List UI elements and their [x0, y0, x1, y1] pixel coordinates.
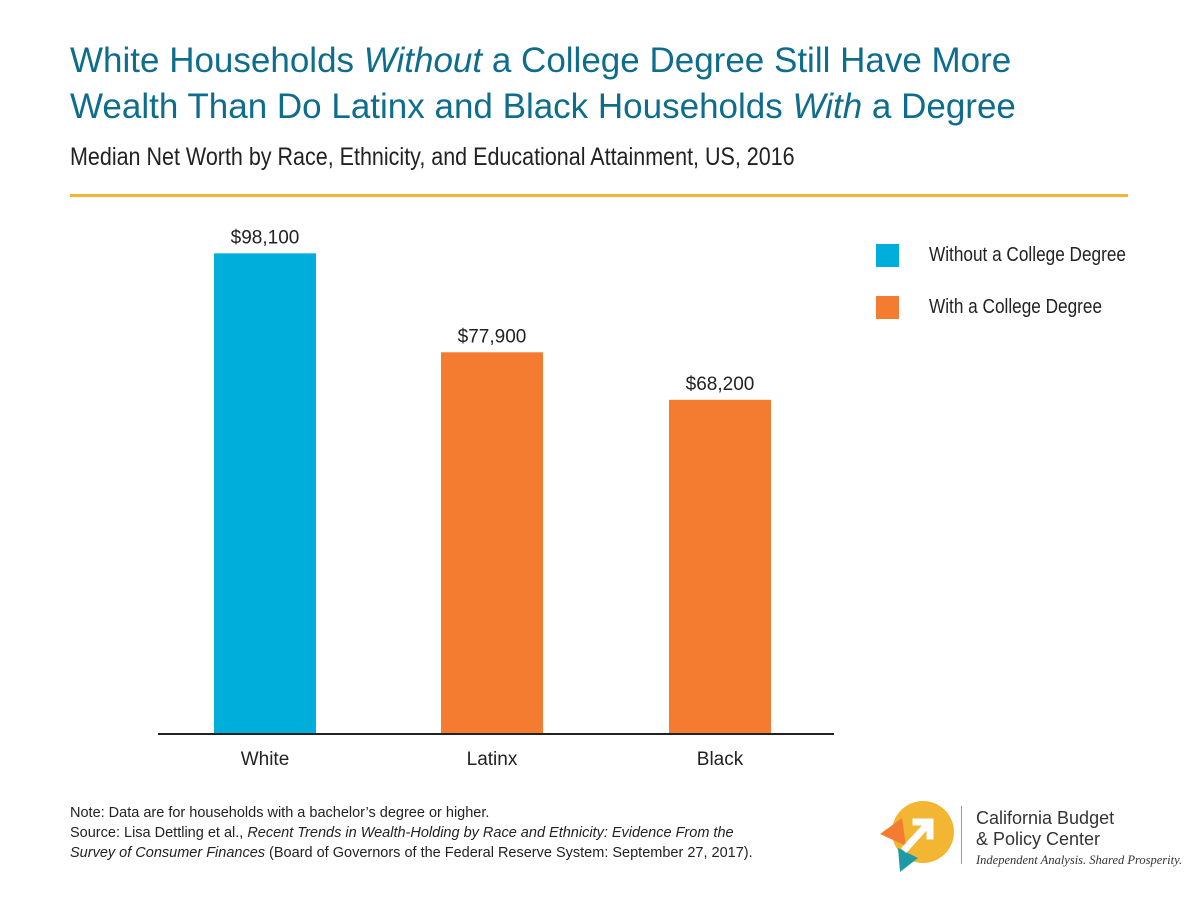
source-suffix: (Board of Governors of the Federal Reser…: [265, 845, 753, 861]
bar-black: [669, 399, 771, 734]
legend: Without a College Degree With a College …: [876, 240, 1158, 344]
note-line: Note: Data are for households with a bac…: [70, 805, 490, 821]
org-tagline: Independent Analysis. Shared Prosperity.: [976, 853, 1183, 867]
data-label-black: $68,200: [686, 374, 755, 395]
chart-subtitle: Median Net Worth by Race, Ethnicity, and…: [70, 143, 795, 171]
title-divider: [70, 194, 1128, 197]
legend-label-with: With a College Degree: [929, 295, 1103, 318]
bar-white: [214, 253, 316, 734]
x-tick-label-white: White: [241, 749, 290, 770]
title-part: a College Degree Still Have More: [482, 41, 1012, 80]
title-part: White Households: [70, 41, 364, 80]
organization-logo: California Budget & Policy Center Indepe…: [976, 808, 1182, 868]
cbpc-logo-icon: [880, 801, 954, 872]
logo-divider: [961, 806, 962, 864]
x-tick-label-latinx: Latinx: [467, 749, 518, 770]
source-title-cont: Survey of Consumer Finances: [70, 845, 266, 861]
source-line-2: Survey of Consumer Finances (Board of Go…: [70, 843, 860, 863]
source-note: Note: Data are for households with a bac…: [70, 803, 860, 863]
legend-item-without: Without a College Degree: [876, 240, 1158, 270]
legend-swatch-with: [876, 295, 899, 319]
title-emphasis-with: With: [792, 87, 863, 126]
title-emphasis-without: Without: [363, 41, 483, 80]
data-label-white: $98,100: [231, 227, 300, 248]
source-title: Recent Trends in Wealth-Holding by Race …: [247, 825, 734, 841]
source-line: Source: Lisa Dettling et al., Recent Tre…: [70, 823, 860, 843]
bar-latinx: [441, 352, 543, 734]
source-prefix: Source: Lisa Dettling et al.,: [70, 825, 248, 841]
data-label-latinx: $77,900: [458, 326, 527, 347]
x-tick-label-black: Black: [697, 749, 744, 770]
org-name-line1: California Budget: [976, 808, 1115, 828]
legend-label-without: Without a College Degree: [929, 243, 1126, 266]
legend-item-with: With a College Degree: [876, 292, 1158, 322]
title-part: Wealth Than Do Latinx and Black Househol…: [70, 87, 793, 126]
org-name-line2: & Policy Center: [976, 829, 1101, 849]
title-part: a Degree: [862, 87, 1016, 126]
bar-chart: $98,100 White $77,900 Latinx $68,200 Black: [158, 227, 834, 770]
legend-swatch-without: [876, 243, 899, 267]
chart-title: White Households Without a College Degre…: [70, 38, 1150, 130]
